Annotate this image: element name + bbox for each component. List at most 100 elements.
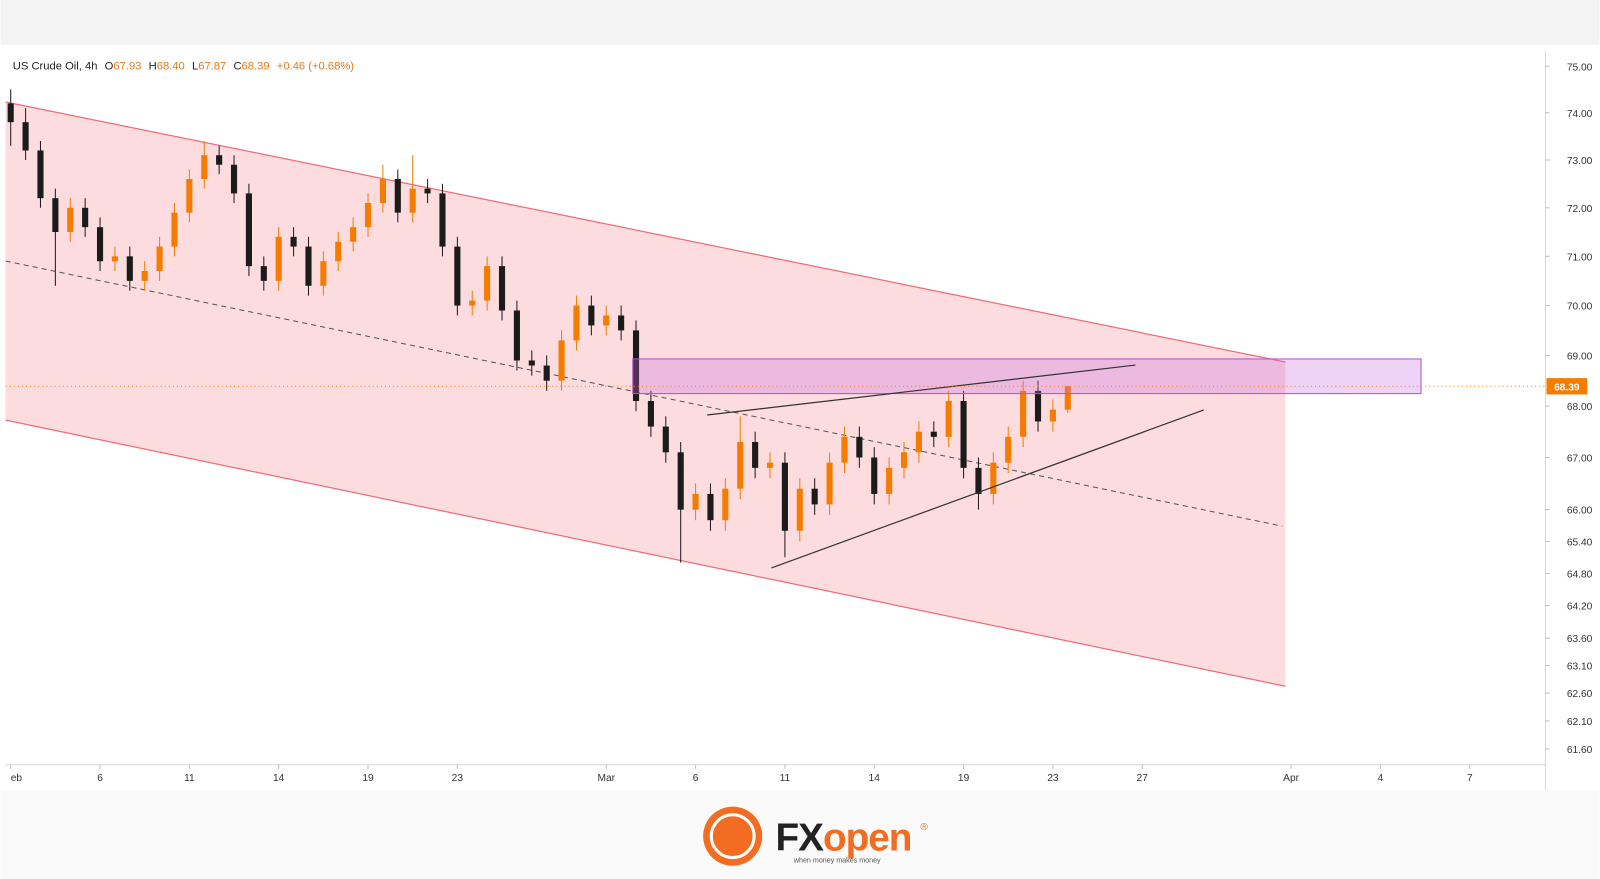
o-value: 67.93 [113, 60, 141, 72]
candle-body [871, 457, 878, 494]
candle-body [990, 462, 997, 494]
candle-body [558, 340, 565, 381]
y-tick-label: 64.20 [1567, 602, 1593, 613]
candle-body [305, 246, 312, 286]
logo-tagline: when money makes money [793, 857, 881, 865]
h-value: 68.40 [157, 60, 185, 72]
y-tick-label: 64.80 [1567, 569, 1593, 580]
candle-body [960, 401, 967, 468]
candle-body [394, 179, 401, 213]
candle-body [350, 227, 357, 242]
candle-body [320, 261, 327, 286]
candle-body [22, 122, 29, 151]
x-tick-label: 4 [1378, 773, 1384, 784]
candle-body [141, 271, 148, 281]
candle-body [752, 441, 759, 468]
candle-body [201, 155, 208, 180]
y-tick-label: 67.00 [1567, 454, 1593, 465]
candle-body [573, 305, 580, 341]
candle-body [811, 488, 818, 505]
x-tick-label: 19 [362, 773, 374, 784]
change: +0.46 (+0.68%) [277, 60, 354, 72]
logo-open: open [823, 816, 911, 859]
l-label: L [192, 60, 198, 72]
drawings-front [632, 358, 1422, 569]
candle-body [37, 150, 44, 199]
x-tick-label: 27 [1137, 773, 1149, 784]
candle-body [245, 193, 252, 267]
candle-body [290, 236, 297, 247]
resistance-zone [632, 358, 1422, 395]
candle-body [603, 315, 610, 326]
logo-icon-ring [709, 813, 756, 860]
candle-body [737, 441, 744, 489]
y-tick-label: 74.00 [1567, 109, 1593, 120]
top-bar [0, 0, 1600, 45]
candle-body [216, 155, 223, 165]
candle-body [126, 256, 133, 281]
y-tick-label: 71.00 [1567, 252, 1593, 263]
candle-body [171, 212, 178, 247]
x-tick-label: 19 [958, 773, 970, 784]
symbol: US Crude Oil, 4h [13, 60, 98, 72]
last-price-box [1546, 378, 1588, 395]
candle-body [275, 236, 282, 281]
candle-body [826, 462, 833, 505]
candle-body [588, 305, 595, 326]
candle-body [841, 436, 848, 463]
candle-body [379, 179, 386, 204]
x-tick-label: 23 [452, 773, 464, 784]
candle-body [766, 462, 774, 468]
candle-body [230, 164, 238, 194]
x-tick-label: 7 [1467, 773, 1473, 784]
y-tick-label: 72.00 [1567, 204, 1593, 215]
candle-body [364, 203, 372, 228]
candle-body [543, 365, 550, 381]
candle-body [260, 266, 267, 281]
trend-upper [707, 364, 1136, 416]
y-tick-label: 65.40 [1567, 537, 1593, 548]
candle-body [707, 493, 714, 521]
candle-body [82, 207, 89, 228]
candle-body [424, 188, 431, 194]
candle-body [647, 401, 654, 427]
candle-body [439, 193, 446, 247]
x-tick-label: 11 [780, 773, 791, 784]
h-label: H [149, 60, 157, 72]
l-value: 67.87 [198, 60, 226, 72]
candle-body [156, 246, 163, 272]
candle-body [1020, 390, 1027, 437]
candle-body [975, 467, 982, 494]
candle-body [945, 401, 952, 437]
y-tick-label: 62.10 [1567, 717, 1593, 728]
y-tick-label: 62.60 [1567, 689, 1593, 700]
y-tick-label: 70.00 [1567, 302, 1593, 313]
drawings-back [5, 101, 1286, 687]
x-tick-label: 6 [97, 773, 103, 784]
candle-body [1064, 386, 1071, 410]
candle-body [111, 256, 118, 262]
legend-header: US Crude Oil, 4h O67.93 H68.40 L67.87 C6… [13, 60, 355, 72]
candle-body [1034, 390, 1042, 422]
y-tick-label: 68.00 [1567, 402, 1593, 413]
y-tick-label: 75.00 [1567, 62, 1593, 73]
candle-body [900, 452, 908, 468]
x-tick-label: 6 [693, 773, 699, 784]
logo-fx: FX [776, 816, 825, 859]
x-tick-label: Apr [1283, 773, 1299, 784]
candle-body [796, 488, 803, 531]
y-tick-label: 63.60 [1567, 634, 1593, 645]
candles [7, 89, 1071, 563]
x-tick-label: 14 [869, 773, 881, 784]
candle-body [409, 188, 416, 213]
logo-text: FXopen [776, 816, 912, 859]
trend-lower [771, 409, 1205, 569]
logo: FXopen ® when money makes money [703, 806, 928, 866]
candle-body [7, 103, 14, 123]
candle-body [498, 266, 506, 311]
candle-body [186, 179, 193, 213]
candle-body [632, 330, 640, 402]
channel-upper [5, 101, 1286, 363]
